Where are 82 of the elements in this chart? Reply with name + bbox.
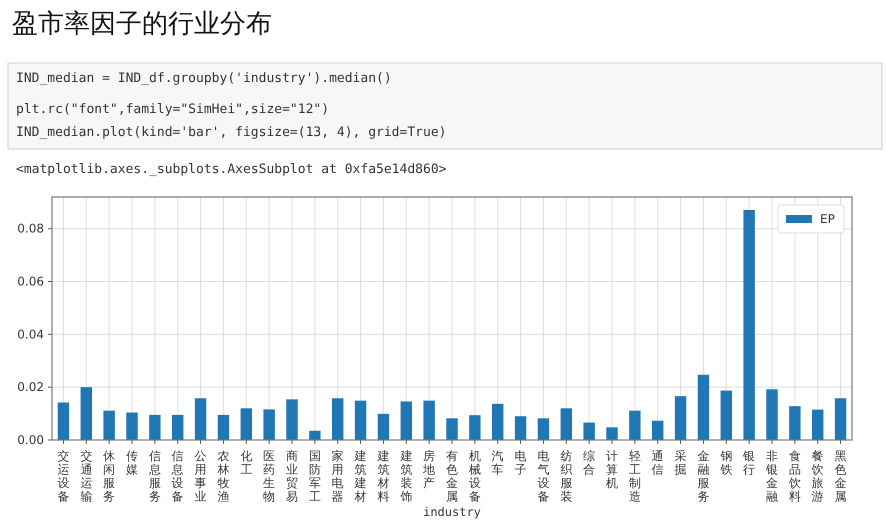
chart-title: 盈市率因子的行业分布 <box>12 9 272 39</box>
x-tick-label: 传媒 <box>126 449 138 476</box>
x-axis-title: industry <box>423 505 481 519</box>
bar <box>240 408 252 440</box>
x-tick-label: 建筑建材 <box>354 449 367 504</box>
x-tick-label: 银行 <box>742 449 756 476</box>
bar <box>674 396 686 440</box>
x-tick-label: 家用电器 <box>332 449 344 504</box>
bar <box>194 398 206 440</box>
x-tick-label: 食品饮料 <box>788 449 801 504</box>
y-tick-label: 0.04 <box>17 327 44 342</box>
bar <box>354 400 366 440</box>
x-tick-label: 有色金属 <box>446 449 458 504</box>
x-tick-label: 建筑材料 <box>376 449 390 504</box>
x-tick-label: 金融服务 <box>697 449 710 504</box>
bar <box>720 390 732 440</box>
y-tick-label: 0.06 <box>17 274 44 289</box>
bar <box>583 422 595 440</box>
bar <box>446 418 458 440</box>
bar <box>58 402 70 440</box>
x-tick-label: 商业贸易 <box>286 449 298 504</box>
bar <box>103 410 115 440</box>
x-tick-label: 机械设备 <box>468 449 481 504</box>
x-tick-label: 计算机 <box>606 449 618 490</box>
x-tick-label: 电气设备 <box>537 449 550 504</box>
bar <box>834 398 846 440</box>
x-tick-label: 钢铁 <box>719 449 732 476</box>
text: plt.rc("font",family="SimHei",size="12") <box>16 102 330 117</box>
x-tick-label: 采掘 <box>674 449 687 476</box>
x-tick-label: 电子 <box>514 449 527 476</box>
x-tick-label: 医药生物 <box>263 449 276 504</box>
bar <box>766 389 778 440</box>
bar <box>126 412 138 440</box>
bar <box>789 406 801 440</box>
x-tick-label: 通信 <box>652 449 664 476</box>
x-tick-label: 汽车 <box>492 449 504 476</box>
bar <box>80 387 92 440</box>
x-tick-label: 国防军工 <box>308 449 321 504</box>
bar <box>218 414 230 440</box>
x-tick-label: 综合 <box>583 449 596 476</box>
bar <box>172 414 184 440</box>
y-tick-label: 0.02 <box>17 380 44 394</box>
x-tick-label: 黑色金属 <box>834 449 847 504</box>
bar <box>286 399 298 440</box>
x-tick-label: 建筑装饰 <box>399 449 412 504</box>
bar <box>538 418 550 440</box>
x-tick-label: 非银金融 <box>765 449 778 504</box>
bar <box>492 404 504 440</box>
bar <box>309 430 321 440</box>
x-tick-label: 化工 <box>240 449 252 476</box>
bar <box>332 398 344 440</box>
bar <box>606 427 618 440</box>
x-tick-label: 信息设备 <box>170 449 184 504</box>
y-tick-label: 0.08 <box>17 222 44 236</box>
x-tick-label: 纺织服装 <box>560 449 572 504</box>
legend-label: EP <box>820 212 835 226</box>
x-tick-label: 轻工制造 <box>628 449 641 504</box>
x-tick-label: 交运设备 <box>57 449 70 504</box>
bar <box>629 410 641 440</box>
x-tick-label: 信息服务 <box>148 449 161 504</box>
bar <box>263 409 275 440</box>
text: <matplotlib.axes._subplots.AxesSubplot at 0xfa5e14d860> <box>16 162 447 177</box>
x-tick-label: 休闲服务 <box>103 449 116 504</box>
bar <box>560 408 572 440</box>
bar <box>652 420 664 440</box>
bar <box>812 410 824 440</box>
x-tick-label: 房地产 <box>422 449 436 490</box>
bar <box>698 374 710 440</box>
bar <box>378 414 390 440</box>
x-tick-label: 交通运输 <box>80 449 92 504</box>
x-tick-label: 餐饮旅游 <box>810 449 824 504</box>
bar <box>423 400 435 440</box>
x-tick-label: 农林牧渔 <box>216 449 230 504</box>
bar <box>149 414 161 440</box>
text: IND_median.plot(kind='bar', figsize=(13, 4), grid=True) <box>16 125 446 140</box>
bar <box>514 416 526 440</box>
text: IND_median = IND_df.groupby('industry').median() <box>16 71 392 86</box>
x-tick-label: 公用事业 <box>194 449 207 504</box>
bar <box>743 210 755 440</box>
y-tick-label: 0.00 <box>17 433 44 447</box>
bar <box>400 401 412 440</box>
bar <box>469 415 481 440</box>
